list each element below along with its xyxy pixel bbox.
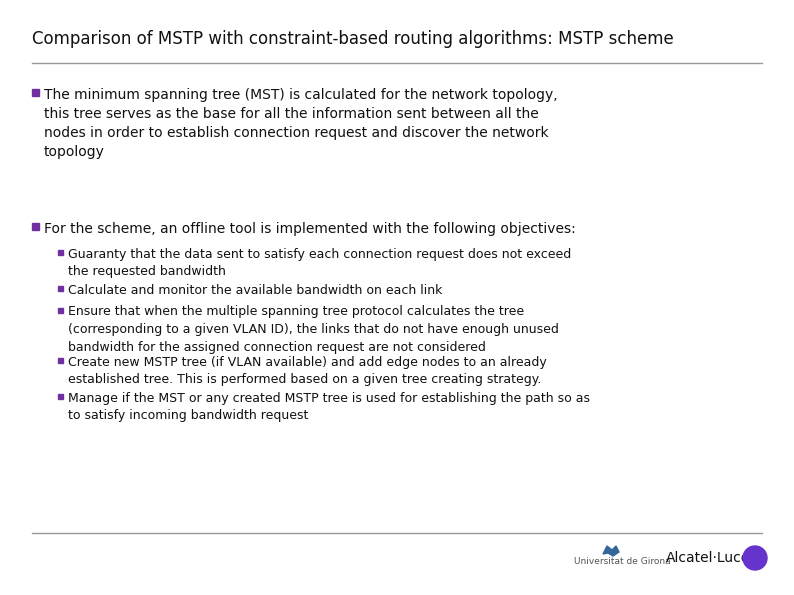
Text: Alcatel·Lucent: Alcatel·Lucent: [665, 551, 765, 565]
Text: a: a: [751, 552, 759, 565]
Bar: [58, 308, 63, 312]
Text: The minimum spanning tree (MST) is calculated for the network topology,
this tre: The minimum spanning tree (MST) is calcu…: [44, 88, 557, 159]
Text: Calculate and monitor the available bandwidth on each link: Calculate and monitor the available band…: [68, 284, 442, 297]
Text: Manage if the MST or any created MSTP tree is used for establishing the path so : Manage if the MST or any created MSTP tr…: [68, 392, 590, 422]
Bar: [32, 89, 39, 96]
Bar: [58, 250, 63, 255]
Bar: [58, 286, 63, 291]
Polygon shape: [603, 546, 619, 556]
Bar: [58, 394, 63, 399]
Bar: [32, 223, 39, 230]
Text: Comparison of MSTP with constraint-based routing algorithms: MSTP scheme: Comparison of MSTP with constraint-based…: [32, 30, 674, 48]
Text: Ensure that when the multiple spanning tree protocol calculates the tree
(corres: Ensure that when the multiple spanning t…: [68, 305, 559, 353]
Text: Guaranty that the data sent to satisfy each connection request does not exceed
t: Guaranty that the data sent to satisfy e…: [68, 248, 571, 278]
Text: For the scheme, an offline tool is implemented with the following objectives:: For the scheme, an offline tool is imple…: [44, 222, 576, 236]
Bar: [58, 358, 63, 363]
Text: Create new MSTP tree (if VLAN available) and add edge nodes to an already
establ: Create new MSTP tree (if VLAN available)…: [68, 356, 547, 387]
Circle shape: [743, 546, 767, 570]
Text: Universitat de Girona: Universitat de Girona: [574, 558, 670, 566]
